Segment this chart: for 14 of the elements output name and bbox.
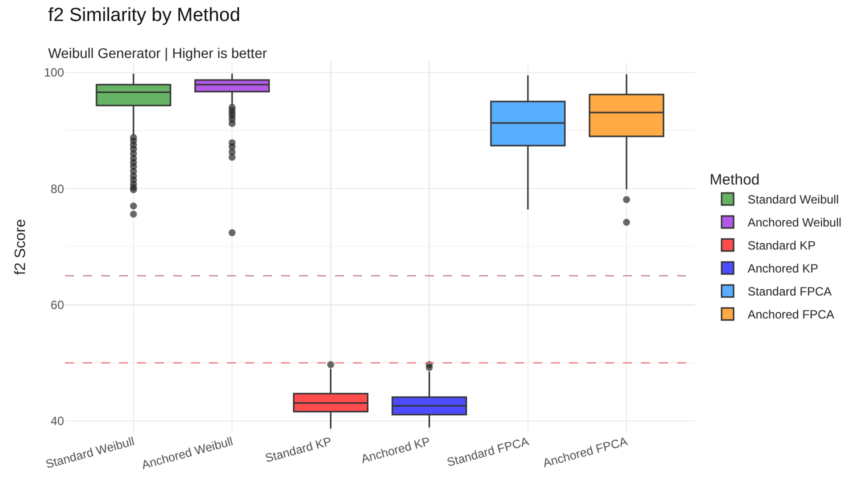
y-tick-label: 100 [44, 66, 64, 80]
legend-title: Method [710, 172, 760, 188]
chart-title: f2 Similarity by Method [48, 4, 240, 26]
y-tick-label: 80 [50, 182, 64, 196]
legend-label: Anchored KP [748, 262, 818, 276]
legend-label: Anchored FPCA [748, 308, 834, 322]
y-axis-title: f2 Score [12, 219, 29, 275]
legend-label: Anchored Weibull [748, 216, 842, 230]
legend-label: Standard FPCA [748, 284, 832, 299]
y-tick-label: 40 [50, 414, 64, 428]
y-tick-label: 60 [50, 298, 64, 312]
chart-subtitle: Weibull Generator | Higher is better [48, 45, 268, 61]
legend-label: Standard Weibull [748, 192, 839, 207]
legend-label: Standard KP [748, 238, 816, 253]
